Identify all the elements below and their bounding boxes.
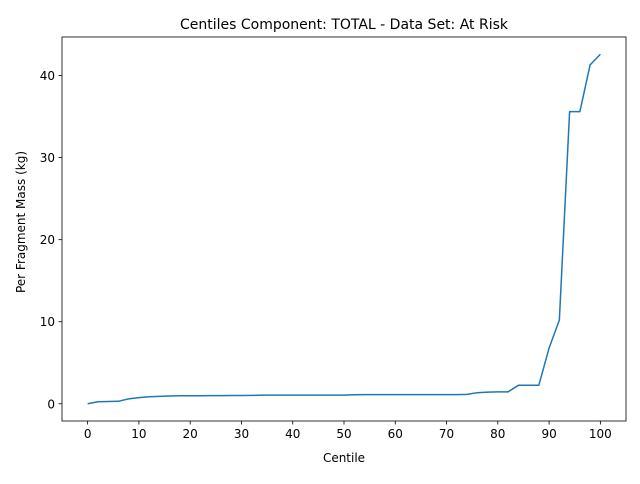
- y-tick-label: 0: [47, 397, 55, 411]
- x-tick-label: 50: [336, 427, 351, 441]
- x-tick-label: 0: [84, 427, 92, 441]
- plot-frame: [61, 36, 627, 422]
- chart-title: Centiles Component: TOTAL - Data Set: At…: [180, 17, 509, 33]
- x-tick-label: 70: [439, 427, 454, 441]
- x-axis-label: Centile: [323, 451, 365, 465]
- x-tick-label: 40: [285, 427, 300, 441]
- plot-area: [61, 36, 627, 422]
- y-tick-label: 10: [40, 315, 55, 329]
- y-axis-ticks: 0 10 20 30 40: [40, 69, 62, 411]
- y-tick-label: 30: [40, 151, 55, 165]
- x-tick-label: 10: [131, 427, 146, 441]
- x-axis-ticks: 0 10 20 30 40 50 60 70 80 90 100: [84, 421, 612, 441]
- y-axis-label: Per Fragment Mass (kg): [14, 151, 28, 293]
- series-line-0: [87, 53, 601, 405]
- x-tick-label: 30: [234, 427, 249, 441]
- x-tick-label: 60: [388, 427, 403, 441]
- x-tick-label: 90: [541, 427, 556, 441]
- y-tick-label: 20: [40, 233, 55, 247]
- x-tick-label: 100: [589, 427, 612, 441]
- x-tick-label: 20: [183, 427, 198, 441]
- y-tick-label: 40: [40, 69, 55, 83]
- x-tick-label: 80: [490, 427, 505, 441]
